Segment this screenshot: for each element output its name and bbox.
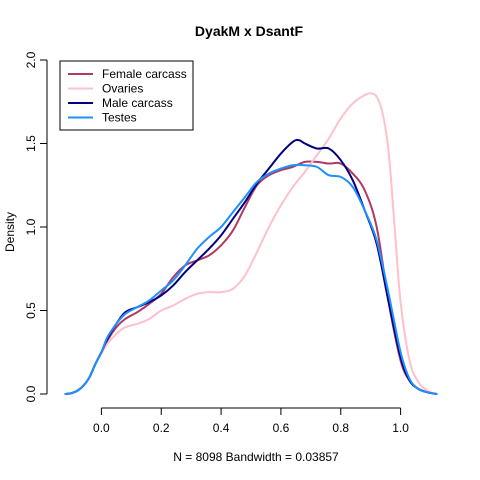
legend-label: Female carcass: [102, 67, 187, 81]
x-tick-label: 0.0: [93, 421, 110, 435]
y-tick-label: 2.0: [24, 51, 38, 68]
y-tick-label: 0.5: [24, 302, 38, 319]
legend-label: Ovaries: [102, 82, 143, 96]
y-ticks: 0.0 0.5 1.0 1.5 2.0: [24, 51, 47, 402]
x-tick-label: 0.8: [332, 421, 349, 435]
x-ticks: 0.0 0.2 0.4 0.6 0.8 1.0: [93, 408, 409, 435]
y-tick-label: 1.5: [24, 135, 38, 152]
series-line-ovaries: [64, 92, 438, 395]
legend-label: Male carcass: [102, 96, 173, 110]
series-line-testes: [64, 163, 438, 395]
chart-title: DyakM x DsantF: [195, 23, 304, 39]
x-tick-label: 0.2: [153, 421, 170, 435]
series-line-female-carcass: [64, 160, 438, 395]
x-tick-label: 1.0: [392, 421, 409, 435]
x-tick-label: 0.6: [273, 421, 290, 435]
legend-label: Testes: [102, 111, 137, 125]
series-line-male-carcass: [64, 138, 438, 395]
y-axis-label: Density: [3, 212, 17, 252]
axes: 0.0 0.2 0.4 0.6 0.8 1.0 0.0 0.5 1.0 1.5 2.0: [24, 51, 409, 435]
y-tick-label: 0.0: [24, 385, 38, 402]
x-axis-label: N = 8098 Bandwidth = 0.03857: [173, 450, 339, 464]
series-lines: [64, 92, 438, 395]
y-tick-label: 1.0: [24, 218, 38, 235]
x-tick-label: 0.4: [213, 421, 230, 435]
